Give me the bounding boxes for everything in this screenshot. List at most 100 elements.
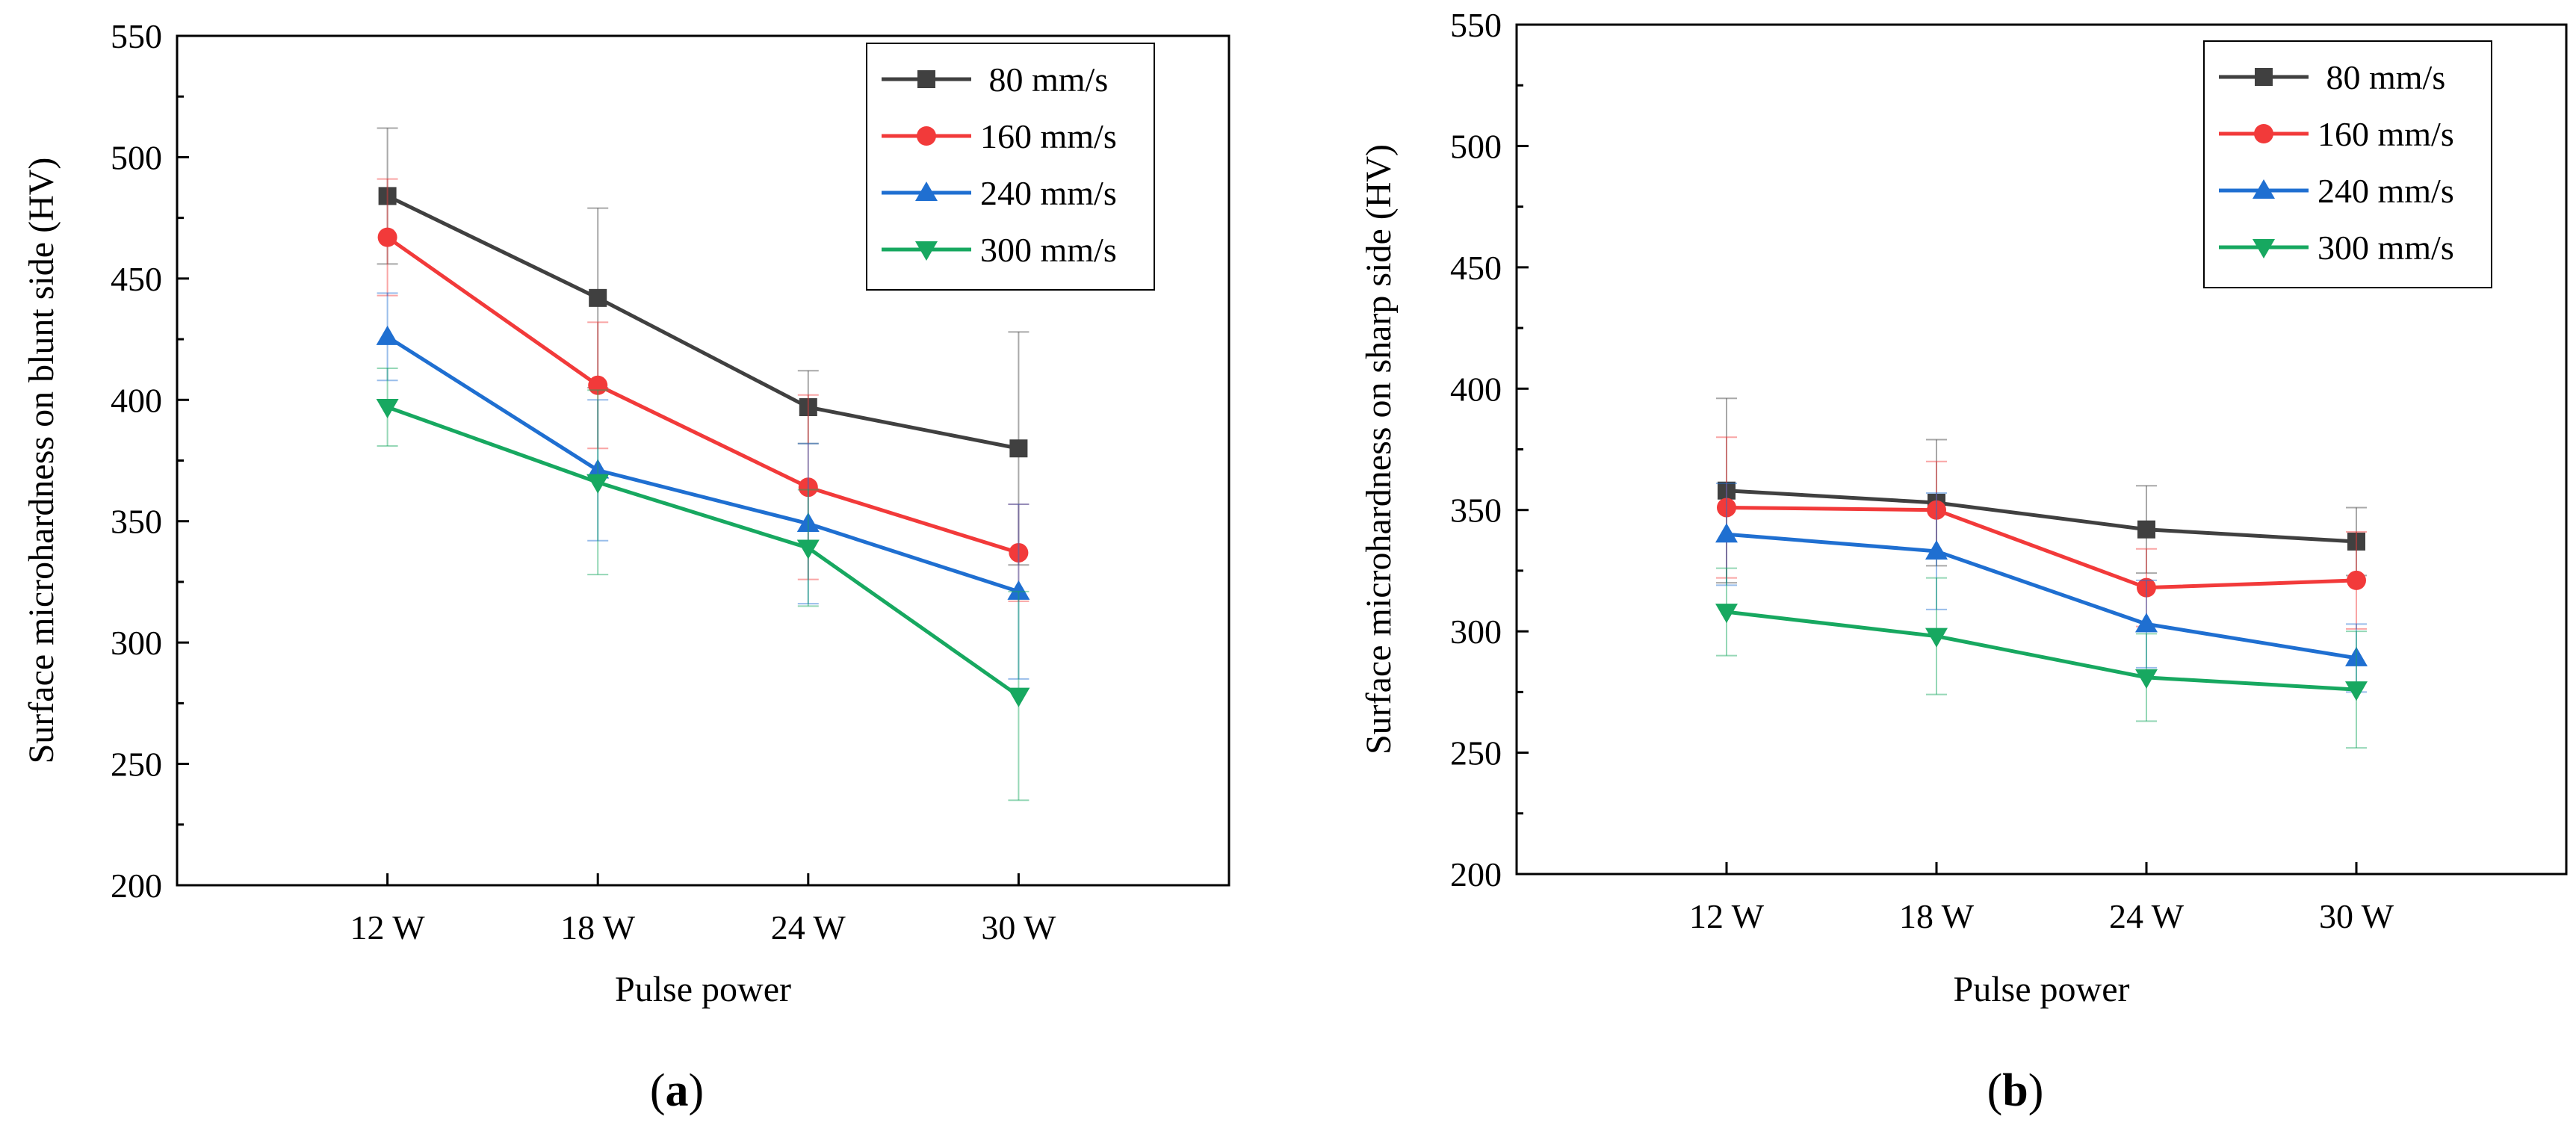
data-point bbox=[798, 477, 818, 498]
data-point bbox=[1927, 500, 1946, 520]
series-line bbox=[1726, 505, 2357, 590]
y-tick-label: 350 bbox=[111, 503, 162, 541]
y-tick-label: 300 bbox=[111, 624, 162, 662]
data-point bbox=[376, 399, 399, 419]
data-point bbox=[2345, 646, 2368, 666]
series-0 bbox=[1716, 397, 2367, 584]
y-tick-label: 550 bbox=[111, 17, 162, 55]
data-point bbox=[1925, 539, 1948, 560]
data-point bbox=[589, 288, 607, 307]
x-tick-label: 30 W bbox=[981, 908, 1056, 946]
panel-label-letter: b bbox=[2002, 1065, 2028, 1116]
data-point bbox=[2137, 520, 2155, 539]
y-tick-label: 250 bbox=[111, 746, 162, 784]
chart-panel-b: 200 250 300 350 400 450 500 550 12 W 18 W 24 W 30 W… bbox=[1359, 6, 2568, 1116]
data-point bbox=[2345, 681, 2368, 701]
series-line bbox=[386, 405, 1020, 698]
data-point bbox=[1925, 628, 1948, 648]
legend-label: 160 mm/s bbox=[2318, 115, 2454, 153]
data-point bbox=[1009, 542, 1029, 563]
legend: 80 mm/s 160 mm/s 240 mm/s 300 mm/s bbox=[2203, 40, 2492, 288]
legend-label: 80 mm/s bbox=[2318, 58, 2445, 96]
legend: 80 mm/s 160 mm/s 240 mm/s 300 mm/s bbox=[866, 43, 1155, 291]
data-point bbox=[2135, 613, 2158, 633]
panel-label: (b) bbox=[1987, 1065, 2044, 1116]
legend-marker bbox=[915, 182, 938, 201]
legend-label: 300 mm/s bbox=[980, 231, 1117, 269]
y-tick-label: 300 bbox=[1450, 613, 1502, 651]
data-point bbox=[2347, 570, 2366, 590]
y-tick-label: 550 bbox=[1450, 6, 1502, 44]
y-tick-label: 400 bbox=[1450, 370, 1502, 408]
x-tick-label: 24 W bbox=[771, 908, 846, 946]
series-1 bbox=[1716, 436, 2367, 630]
data-point bbox=[799, 398, 817, 417]
series-line bbox=[386, 194, 1019, 450]
legend-marker bbox=[915, 241, 938, 261]
data-point bbox=[2137, 577, 2156, 598]
data-point bbox=[376, 325, 399, 345]
legend-marker bbox=[2255, 68, 2273, 86]
series-3 bbox=[1715, 567, 2368, 749]
x-tick-label: 18 W bbox=[560, 908, 636, 946]
y-tick-label: 250 bbox=[1450, 734, 1502, 772]
series-line bbox=[386, 235, 1020, 555]
panel-label-letter: a bbox=[666, 1065, 689, 1116]
x-tick-label: 24 W bbox=[2109, 897, 2185, 935]
data-point bbox=[1715, 523, 1738, 543]
data-point bbox=[378, 187, 397, 205]
legend-marker bbox=[917, 126, 936, 146]
series-line bbox=[386, 335, 1020, 594]
legend-marker bbox=[2253, 179, 2275, 199]
legend-label: 240 mm/s bbox=[980, 174, 1117, 212]
legend-label: 240 mm/s bbox=[2318, 172, 2454, 210]
series-2 bbox=[376, 292, 1030, 680]
x-axis-title: Pulse power bbox=[1954, 970, 2130, 1009]
x-axis-title: Pulse power bbox=[615, 970, 791, 1009]
y-tick-label: 400 bbox=[111, 381, 162, 419]
legend-marker bbox=[917, 70, 935, 88]
series-line bbox=[1726, 489, 2357, 544]
y-tick-label: 200 bbox=[1450, 855, 1502, 893]
series-3 bbox=[376, 368, 1030, 802]
legend-label: 80 mm/s bbox=[980, 61, 1108, 99]
y-tick-label: 500 bbox=[1450, 127, 1502, 165]
x-tick-label: 12 W bbox=[350, 908, 426, 946]
data-point bbox=[796, 512, 820, 532]
data-point bbox=[1009, 439, 1028, 458]
legend-label: 160 mm/s bbox=[980, 117, 1117, 155]
legend-label: 300 mm/s bbox=[2318, 229, 2454, 267]
data-point bbox=[586, 459, 610, 479]
data-point bbox=[377, 227, 397, 247]
data-point bbox=[1715, 604, 1738, 624]
y-tick-label: 450 bbox=[111, 260, 162, 298]
data-point bbox=[586, 474, 610, 494]
data-point bbox=[2347, 532, 2365, 551]
y-axis-title: Surface microhardness on sharp side (HV) bbox=[1359, 144, 1399, 755]
y-tick-label: 350 bbox=[1450, 492, 1502, 530]
chart-panel-a: 200 250 300 350 400 450 500 550 12 W 18 W 24 W 30 W… bbox=[22, 17, 1230, 1116]
data-point bbox=[796, 539, 820, 560]
series-line bbox=[1726, 610, 2357, 692]
series-0 bbox=[377, 127, 1030, 566]
panel-label: (a) bbox=[650, 1065, 704, 1116]
data-point bbox=[588, 375, 608, 395]
x-tick-label: 30 W bbox=[2319, 897, 2394, 935]
series-line bbox=[1726, 532, 2357, 660]
y-tick-label: 500 bbox=[111, 138, 162, 176]
data-point bbox=[1007, 580, 1030, 600]
legend-marker bbox=[2254, 124, 2273, 143]
y-axis-title: Surface microhardness on blunt side (HV) bbox=[22, 158, 61, 764]
data-point bbox=[1717, 498, 1736, 518]
data-point bbox=[1007, 687, 1030, 707]
data-point bbox=[2135, 669, 2158, 689]
series-1 bbox=[377, 178, 1030, 602]
data-point bbox=[1718, 481, 1736, 500]
legend-marker bbox=[2253, 239, 2275, 258]
x-tick-label: 18 W bbox=[1899, 897, 1975, 935]
y-tick-label: 450 bbox=[1450, 249, 1502, 287]
x-tick-label: 12 W bbox=[1689, 897, 1765, 935]
y-tick-label: 200 bbox=[111, 867, 162, 905]
